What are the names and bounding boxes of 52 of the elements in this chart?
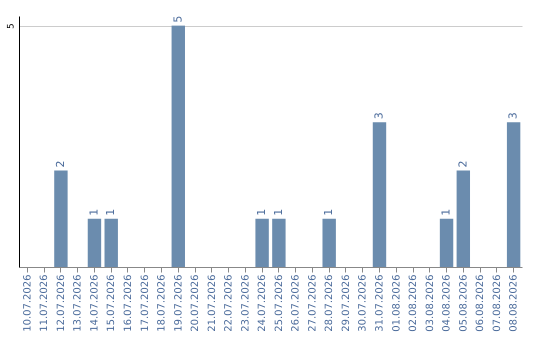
x-tick-label: 18.07.2026 [156, 274, 168, 332]
bar [322, 218, 336, 267]
bar [372, 122, 386, 267]
x-tick-label: 03.08.2026 [424, 274, 436, 332]
x-tick-label: 02.08.2026 [408, 274, 420, 332]
x-tick-label: 23.07.2026 [240, 274, 252, 332]
data-label: 1 [104, 208, 118, 216]
x-tick-label: 17.07.2026 [140, 274, 151, 332]
bar [88, 218, 102, 267]
data-label: 1 [87, 208, 100, 216]
x-tick-label: 29.07.2026 [340, 274, 352, 332]
bar [54, 170, 68, 267]
x-tick-label: 12.07.2026 [56, 274, 67, 332]
bar [506, 122, 520, 267]
x-tick-label: 21.07.2026 [206, 274, 218, 332]
x-tick-label: 07.08.2026 [492, 274, 503, 332]
x-tick-label: 01.08.2026 [391, 274, 402, 332]
x-tick-label: 04.08.2026 [442, 274, 453, 332]
x-tick-label: 20.07.2026 [190, 274, 202, 332]
x-tick-label: 14.07.2026 [89, 274, 100, 332]
x-tick-label: 08.08.2026 [508, 274, 520, 332]
x-tick-label: 25.07.2026 [274, 274, 285, 332]
data-label: 1 [255, 208, 268, 216]
x-tick-label: 30.07.2026 [358, 274, 369, 332]
data-label: 2 [54, 160, 67, 168]
x-tick-label: 16.07.2026 [122, 274, 134, 332]
x-tick-label: 15.07.2026 [106, 274, 118, 332]
bar [172, 26, 185, 267]
x-tick-label: 19.07.2026 [173, 274, 184, 332]
bar [272, 218, 286, 267]
data-label: 2 [456, 160, 470, 168]
x-tick-label: 10.07.2026 [22, 274, 34, 332]
bar [104, 218, 118, 267]
x-tick-label: 06.08.2026 [475, 274, 486, 332]
x-tick-label: 22.07.2026 [224, 274, 235, 332]
x-tick-label: 05.08.2026 [458, 274, 470, 332]
data-label: 1 [440, 208, 453, 216]
data-label: 3 [506, 112, 520, 120]
x-tick-label: 11.07.2026 [39, 274, 50, 332]
bar [440, 218, 454, 267]
data-label: 3 [372, 112, 386, 120]
x-tick-label: 26.07.2026 [290, 274, 302, 332]
x-tick-label: 31.07.2026 [374, 274, 386, 332]
bar [255, 218, 269, 267]
data-label: 1 [272, 208, 285, 216]
x-tick-label: 27.07.2026 [307, 274, 318, 332]
x-tick-label: 13.07.2026 [72, 274, 84, 332]
x-tick-label: 24.07.2026 [257, 274, 268, 332]
x-tick-label: 28.07.2026 [324, 274, 336, 332]
bar [456, 170, 470, 267]
data-label: 1 [322, 208, 336, 216]
data-label: 5 [171, 16, 184, 23]
